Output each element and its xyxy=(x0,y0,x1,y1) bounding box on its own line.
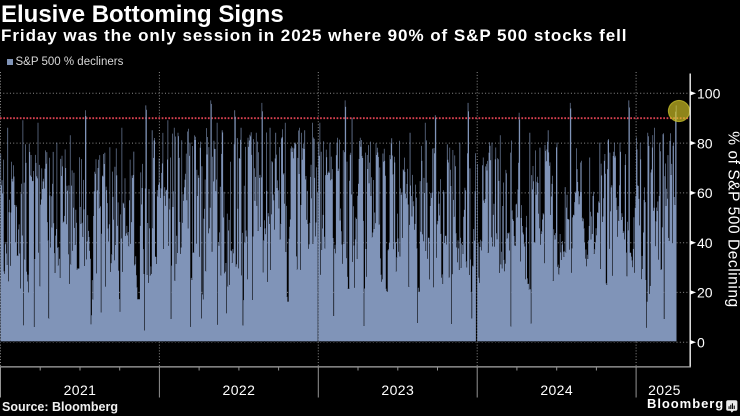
svg-text:2021: 2021 xyxy=(64,382,97,398)
svg-text:80: 80 xyxy=(697,135,713,151)
svg-text:2025: 2025 xyxy=(648,382,681,398)
svg-text:0: 0 xyxy=(697,334,705,350)
svg-text:60: 60 xyxy=(697,185,713,201)
svg-text:2024: 2024 xyxy=(540,382,573,398)
svg-text:100: 100 xyxy=(697,86,721,102)
svg-text:2023: 2023 xyxy=(381,382,414,398)
svg-text:2022: 2022 xyxy=(223,382,256,398)
svg-text:40: 40 xyxy=(697,235,713,251)
svg-text:% of S&P 500 Declining: % of S&P 500 Declining xyxy=(725,131,740,307)
svg-text:20: 20 xyxy=(697,285,713,301)
